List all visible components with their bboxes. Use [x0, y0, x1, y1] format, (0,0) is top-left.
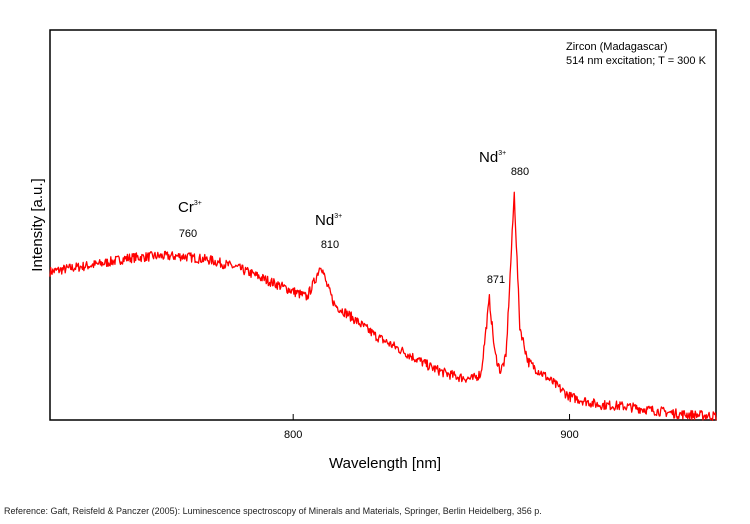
ion-label-nd-810-symbol: Nd: [315, 212, 334, 229]
ion-label-cr-charge: 3+: [194, 200, 202, 207]
peak-label-871: 871: [487, 274, 505, 286]
peak-label-880: 880: [511, 166, 529, 178]
plot-frame: [49, 29, 717, 421]
x-axis-label: Wavelength [nm]: [329, 455, 441, 472]
peak-label-810: 810: [321, 239, 339, 251]
ion-label-nd-880: Nd3+: [479, 149, 506, 166]
x-tick-label: 900: [560, 429, 578, 441]
sample-title-line-1: Zircon (Madagascar): [566, 41, 667, 53]
ion-label-nd-810: Nd3+: [315, 212, 342, 229]
peak-label-760: 760: [179, 228, 197, 240]
ion-label-nd-880-charge: 3+: [498, 150, 506, 157]
sample-title-line-2: 514 nm excitation; T = 300 K: [566, 55, 707, 67]
ion-label-cr: Cr3+: [178, 199, 202, 216]
ion-label-cr-symbol: Cr: [178, 199, 194, 216]
ion-label-nd-810-charge: 3+: [334, 213, 342, 220]
reference-citation: Reference: Gaft, Reisfeld & Panczer (200…: [4, 506, 542, 516]
spectrum-line: [49, 191, 717, 421]
x-ticks: 800 900: [284, 414, 579, 441]
ion-label-nd-880-symbol: Nd: [479, 149, 498, 166]
y-axis-label: Intensity [a.u.]: [29, 178, 46, 271]
x-tick-label: 800: [284, 429, 302, 441]
